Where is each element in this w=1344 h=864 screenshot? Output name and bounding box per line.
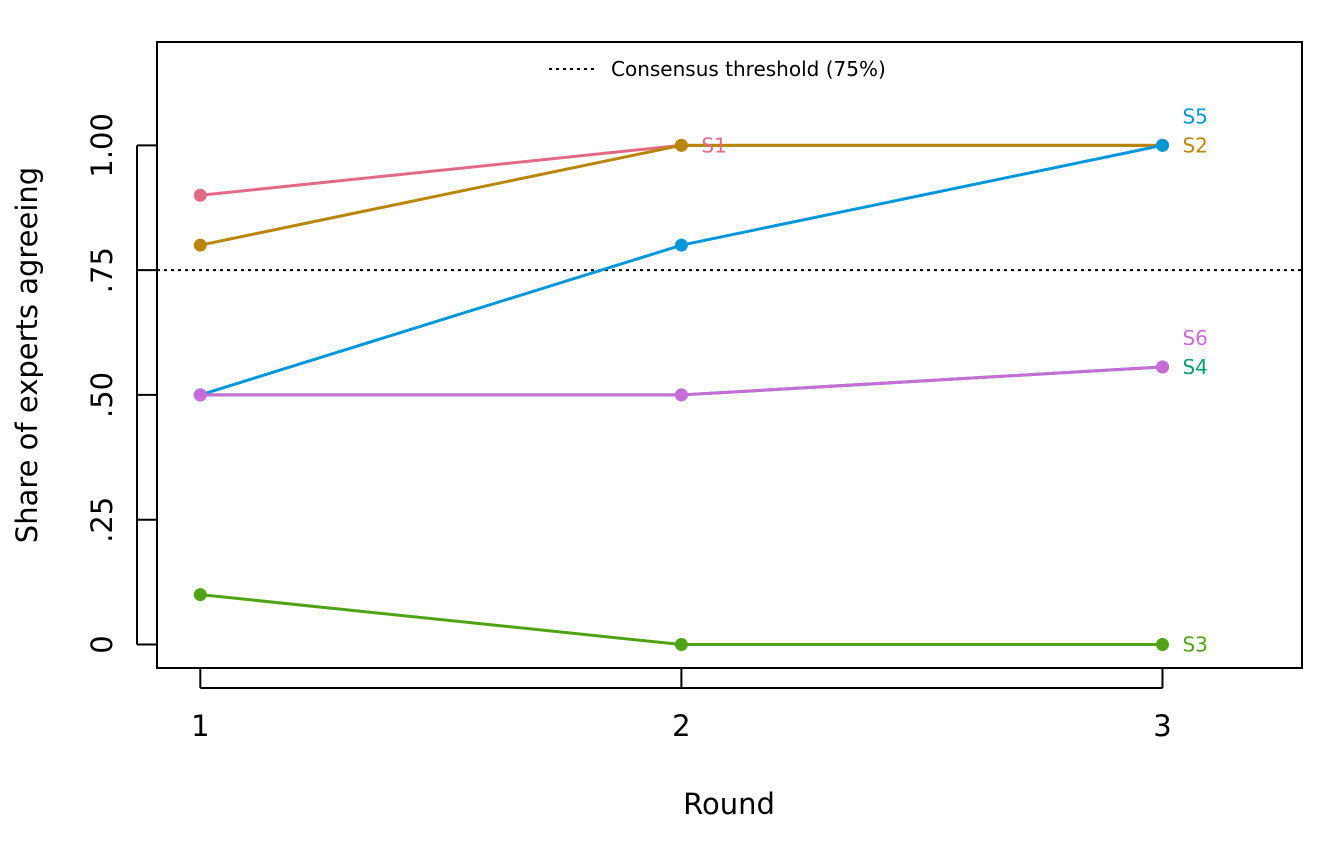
series-s6: [193, 360, 1169, 402]
data-point: [193, 238, 207, 252]
data-point: [1155, 360, 1169, 374]
series-line: [200, 593, 1163, 647]
data-point: [674, 638, 688, 652]
y-tick-label: 1.00: [85, 113, 119, 178]
x-tick-label: 1: [191, 709, 209, 743]
legend-threshold-label: Consensus threshold (75%): [611, 57, 886, 81]
series-layer: [193, 138, 1169, 652]
series-label: S2: [1182, 133, 1207, 157]
data-point: [1155, 138, 1169, 152]
series-line: [199, 143, 1163, 247]
data-point: [193, 588, 207, 602]
series-line: [200, 143, 1163, 197]
series-s3: [193, 588, 1169, 652]
series-label: S4: [1182, 355, 1207, 379]
y-axis-title: Share of experts agreeing: [10, 167, 44, 543]
series-label: S6: [1182, 326, 1207, 350]
plot-frame: [156, 41, 1303, 669]
y-tick-label: .50: [85, 372, 119, 418]
x-axis-title: Round: [683, 787, 775, 821]
x-tick-label: 3: [1153, 709, 1171, 743]
y-tick-label: .25: [85, 497, 119, 543]
x-tick-label: 2: [672, 709, 690, 743]
series-label: S3: [1182, 633, 1207, 657]
data-point: [674, 388, 688, 402]
series-label-layer: S1 S2 S3 S4 S5 S6: [701, 104, 1208, 656]
data-point: [193, 188, 207, 202]
series-s2: [193, 138, 1169, 252]
y-tick-label: 0: [85, 635, 119, 653]
y-tick-label: .75: [85, 247, 119, 293]
axes: 1 2 3 0 .25 .50 .75 1.00: [85, 113, 1172, 743]
legend: Consensus threshold (75%): [549, 57, 886, 81]
series-label: S1: [701, 133, 726, 157]
data-point: [674, 238, 688, 252]
data-point: [1155, 638, 1169, 652]
data-point: [193, 388, 207, 402]
series-label: S5: [1182, 104, 1207, 128]
data-point: [674, 138, 688, 152]
